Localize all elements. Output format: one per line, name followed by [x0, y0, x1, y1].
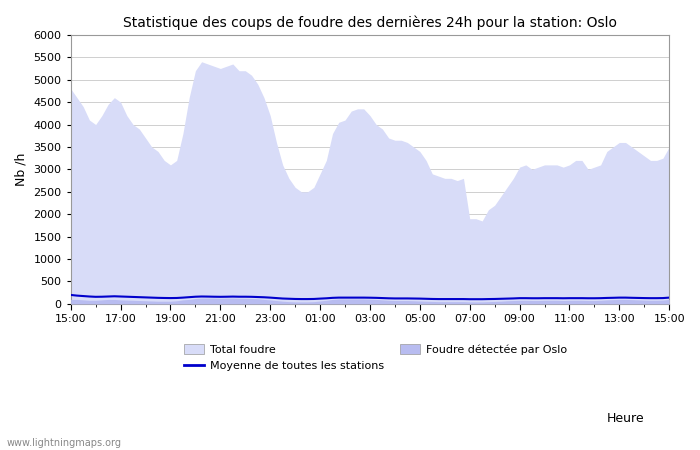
Title: Statistique des coups de foudre des dernières 24h pour la station: Oslo: Statistique des coups de foudre des dern… [123, 15, 617, 30]
Text: Heure: Heure [606, 412, 644, 425]
Legend: Total foudre, Moyenne de toutes les stations, Foudre détectée par Oslo: Total foudre, Moyenne de toutes les stat… [184, 344, 567, 371]
Y-axis label: Nb /h: Nb /h [15, 153, 28, 186]
Text: www.lightningmaps.org: www.lightningmaps.org [7, 438, 122, 448]
